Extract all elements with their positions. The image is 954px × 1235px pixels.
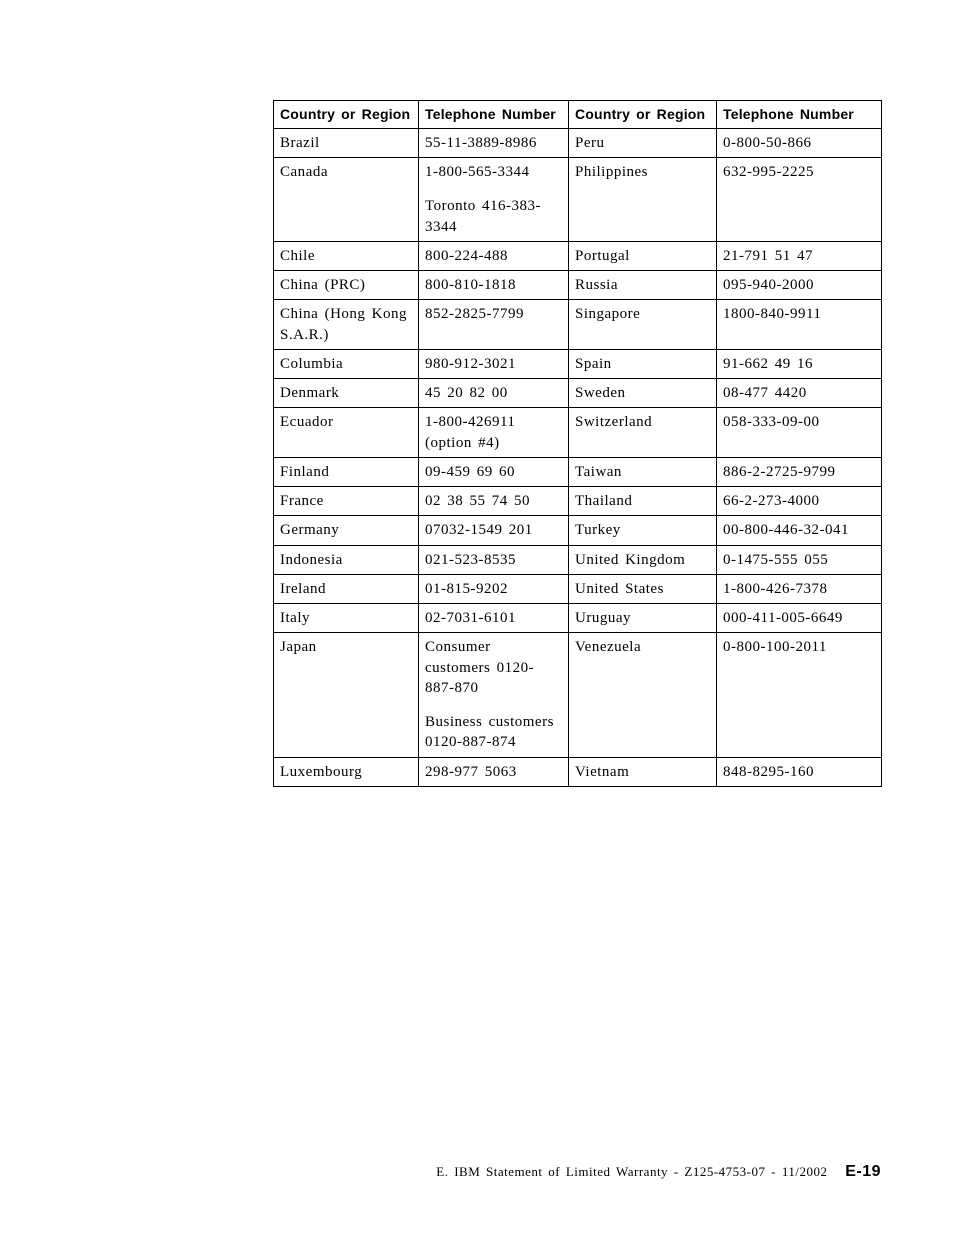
cell-country: Germany	[274, 516, 419, 545]
cell-country: Chile	[274, 241, 419, 270]
table-row: China (PRC) 800-810-1818 Russia 095-940-…	[274, 271, 882, 300]
cell-phone: 800-810-1818	[419, 271, 569, 300]
cell-country: Sweden	[569, 379, 717, 408]
phone-table: Country or Region Telephone Number Count…	[273, 100, 882, 787]
cell-phone: 1800-840-9911	[717, 300, 882, 350]
cell-country: United States	[569, 574, 717, 603]
cell-country: Uruguay	[569, 604, 717, 633]
cell-phone: 08-477 4420	[717, 379, 882, 408]
cell-country: Columbia	[274, 349, 419, 378]
cell-country: Italy	[274, 604, 419, 633]
cell-country: Luxembourg	[274, 757, 419, 786]
cell-phone: 45 20 82 00	[419, 379, 569, 408]
cell-phone: 000-411-005-6649	[717, 604, 882, 633]
page: Country or Region Telephone Number Count…	[0, 0, 954, 1235]
cell-country: Singapore	[569, 300, 717, 350]
table-row: Indonesia 021-523-8535 United Kingdom 0-…	[274, 545, 882, 574]
phone-line-2: Toronto 416-383-3344	[425, 196, 562, 237]
cell-phone: 21-791 51 47	[717, 241, 882, 270]
table-row: China (Hong Kong S.A.R.) 852-2825-7799 S…	[274, 300, 882, 350]
cell-country: Venezuela	[569, 633, 717, 757]
cell-phone: 1-800-426911 (option #4)	[419, 408, 569, 458]
cell-phone: 632-995-2225	[717, 158, 882, 242]
table-row: Finland 09-459 69 60 Taiwan 886-2-2725-9…	[274, 457, 882, 486]
cell-phone: 02 38 55 74 50	[419, 487, 569, 516]
cell-country: Peru	[569, 128, 717, 157]
cell-country: France	[274, 487, 419, 516]
cell-country: United Kingdom	[569, 545, 717, 574]
table-row: Ecuador 1-800-426911 (option #4) Switzer…	[274, 408, 882, 458]
table-row: Chile 800-224-488 Portugal 21-791 51 47	[274, 241, 882, 270]
cell-country: Ecuador	[274, 408, 419, 458]
table-header-row: Country or Region Telephone Number Count…	[274, 101, 882, 129]
table-row: Denmark 45 20 82 00 Sweden 08-477 4420	[274, 379, 882, 408]
cell-country: Philippines	[569, 158, 717, 242]
col-header-country-2: Country or Region	[569, 101, 717, 129]
table-row: Germany 07032-1549 201 Turkey 00-800-446…	[274, 516, 882, 545]
cell-country: Turkey	[569, 516, 717, 545]
cell-phone: Consumer customers 0120-887-870 Business…	[419, 633, 569, 757]
table-row: Japan Consumer customers 0120-887-870 Bu…	[274, 633, 882, 757]
cell-phone: 800-224-488	[419, 241, 569, 270]
cell-country: Spain	[569, 349, 717, 378]
cell-country: Russia	[569, 271, 717, 300]
phone-line-1: 1-800-565-3344	[425, 164, 530, 180]
cell-phone: 058-333-09-00	[717, 408, 882, 458]
cell-country: Brazil	[274, 128, 419, 157]
phone-table-container: Country or Region Telephone Number Count…	[273, 100, 881, 787]
cell-phone: 0-1475-555 055	[717, 545, 882, 574]
cell-phone: 02-7031-6101	[419, 604, 569, 633]
cell-phone: 298-977 5063	[419, 757, 569, 786]
cell-phone: 021-523-8535	[419, 545, 569, 574]
table-row: Luxembourg 298-977 5063 Vietnam 848-8295…	[274, 757, 882, 786]
table-row: Canada 1-800-565-3344 Toronto 416-383-33…	[274, 158, 882, 242]
phone-line-2: Business customers 0120-887-874	[425, 712, 562, 753]
table-row: Brazil 55-11-3889-8986 Peru 0-800-50-866	[274, 128, 882, 157]
cell-phone: 1-800-565-3344 Toronto 416-383-3344	[419, 158, 569, 242]
cell-country: Taiwan	[569, 457, 717, 486]
col-header-country-1: Country or Region	[274, 101, 419, 129]
cell-country: Switzerland	[569, 408, 717, 458]
col-header-phone-1: Telephone Number	[419, 101, 569, 129]
page-number: E-19	[845, 1163, 881, 1180]
cell-country: Ireland	[274, 574, 419, 603]
cell-phone: 852-2825-7799	[419, 300, 569, 350]
cell-phone: 09-459 69 60	[419, 457, 569, 486]
col-header-phone-2: Telephone Number	[717, 101, 882, 129]
cell-phone: 07032-1549 201	[419, 516, 569, 545]
cell-country: Canada	[274, 158, 419, 242]
cell-country: Finland	[274, 457, 419, 486]
cell-country: Indonesia	[274, 545, 419, 574]
cell-phone: 91-662 49 16	[717, 349, 882, 378]
cell-country: China (Hong Kong S.A.R.)	[274, 300, 419, 350]
cell-phone: 886-2-2725-9799	[717, 457, 882, 486]
cell-phone: 095-940-2000	[717, 271, 882, 300]
cell-phone: 0-800-100-2011	[717, 633, 882, 757]
cell-phone: 00-800-446-32-041	[717, 516, 882, 545]
table-row: Ireland 01-815-9202 United States 1-800-…	[274, 574, 882, 603]
cell-phone: 66-2-273-4000	[717, 487, 882, 516]
cell-phone: 55-11-3889-8986	[419, 128, 569, 157]
cell-country: China (PRC)	[274, 271, 419, 300]
cell-phone: 980-912-3021	[419, 349, 569, 378]
phone-line-1: Consumer customers 0120-887-870	[425, 639, 534, 696]
cell-country: Portugal	[569, 241, 717, 270]
table-row: France 02 38 55 74 50 Thailand 66-2-273-…	[274, 487, 882, 516]
table-row: Columbia 980-912-3021 Spain 91-662 49 16	[274, 349, 882, 378]
cell-country: Thailand	[569, 487, 717, 516]
footer-text: E. IBM Statement of Limited Warranty - Z…	[436, 1164, 827, 1179]
page-footer: E. IBM Statement of Limited Warranty - Z…	[436, 1163, 881, 1181]
table-row: Italy 02-7031-6101 Uruguay 000-411-005-6…	[274, 604, 882, 633]
cell-country: Denmark	[274, 379, 419, 408]
cell-phone: 848-8295-160	[717, 757, 882, 786]
cell-country: Japan	[274, 633, 419, 757]
cell-country: Vietnam	[569, 757, 717, 786]
cell-phone: 1-800-426-7378	[717, 574, 882, 603]
cell-phone: 01-815-9202	[419, 574, 569, 603]
cell-phone: 0-800-50-866	[717, 128, 882, 157]
